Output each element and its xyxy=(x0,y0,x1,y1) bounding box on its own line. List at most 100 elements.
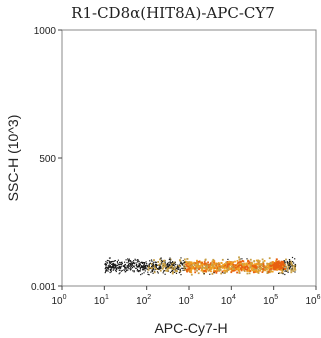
data-point xyxy=(216,267,218,269)
data-point xyxy=(159,268,161,270)
data-point xyxy=(142,268,144,270)
data-point xyxy=(119,265,121,267)
data-point xyxy=(294,265,296,267)
data-point xyxy=(142,266,145,268)
data-point xyxy=(108,266,110,268)
data-point xyxy=(253,271,255,274)
data-point xyxy=(240,269,243,272)
data-point xyxy=(113,267,115,269)
data-point xyxy=(141,273,143,275)
data-point xyxy=(152,265,154,267)
data-point xyxy=(180,274,182,276)
data-point xyxy=(131,264,133,266)
data-point xyxy=(194,267,196,270)
data-point xyxy=(152,268,154,270)
data-point xyxy=(106,268,108,270)
data-point xyxy=(285,267,288,270)
data-point xyxy=(228,260,230,263)
data-point xyxy=(256,260,259,263)
data-point xyxy=(258,267,261,269)
data-point xyxy=(266,268,268,271)
data-point xyxy=(226,261,229,263)
data-point xyxy=(224,269,227,272)
data-point xyxy=(160,267,162,269)
data-point xyxy=(268,263,271,266)
data-point xyxy=(184,261,186,263)
data-point xyxy=(149,267,152,269)
data-point xyxy=(174,266,177,269)
data-point xyxy=(140,266,142,268)
data-point xyxy=(163,265,166,267)
data-point xyxy=(152,269,154,271)
data-point xyxy=(128,267,130,269)
data-point xyxy=(183,264,185,267)
data-point xyxy=(167,267,170,270)
data-point xyxy=(173,263,175,265)
data-point xyxy=(119,263,122,265)
data-point xyxy=(191,266,194,268)
data-point xyxy=(227,258,229,260)
data-point xyxy=(175,272,178,274)
data-point xyxy=(211,266,213,269)
data-point xyxy=(221,271,224,274)
data-point xyxy=(288,265,291,268)
data-point xyxy=(220,262,223,264)
data-point xyxy=(205,270,208,273)
data-point xyxy=(127,265,129,267)
data-point xyxy=(215,265,218,268)
data-point xyxy=(261,271,264,273)
data-point xyxy=(289,263,291,266)
data-point xyxy=(205,266,208,269)
data-point xyxy=(236,263,239,266)
data-point xyxy=(258,261,261,264)
data-point xyxy=(148,265,150,267)
data-point xyxy=(278,268,281,271)
data-point xyxy=(201,267,203,270)
data-point xyxy=(153,259,155,261)
data-point xyxy=(123,269,126,271)
data-point xyxy=(290,269,293,272)
data-point xyxy=(137,261,139,263)
data-point xyxy=(205,267,208,270)
data-point xyxy=(287,267,290,270)
data-point xyxy=(280,269,283,271)
data-point xyxy=(149,260,151,262)
data-point xyxy=(269,261,272,264)
data-point xyxy=(242,260,245,263)
data-point xyxy=(107,266,109,269)
data-point xyxy=(151,267,153,270)
data-point xyxy=(257,272,260,274)
data-point xyxy=(208,269,211,272)
data-point xyxy=(118,266,120,268)
data-point xyxy=(126,262,128,264)
data-point xyxy=(179,268,181,270)
data-point xyxy=(273,262,276,265)
data-point xyxy=(245,262,248,265)
data-point xyxy=(114,266,116,268)
data-point xyxy=(147,271,149,273)
data-point xyxy=(290,271,293,274)
data-point xyxy=(128,260,130,262)
data-point xyxy=(210,270,212,273)
data-point xyxy=(226,270,228,273)
data-point xyxy=(155,268,158,270)
data-point xyxy=(135,259,137,261)
data-point xyxy=(270,262,272,265)
data-point xyxy=(112,263,115,265)
data-point xyxy=(152,267,154,269)
data-point xyxy=(266,270,269,273)
data-point xyxy=(154,270,156,272)
data-point xyxy=(162,266,165,269)
data-point xyxy=(120,270,122,272)
data-point xyxy=(167,263,169,265)
data-point xyxy=(187,269,190,272)
data-point xyxy=(264,265,267,268)
data-point xyxy=(172,262,174,264)
data-point xyxy=(169,265,171,267)
data-point xyxy=(204,263,206,265)
data-point xyxy=(203,273,205,275)
data-point xyxy=(263,260,266,262)
data-point xyxy=(105,264,107,267)
data-point xyxy=(201,264,203,266)
data-point xyxy=(209,263,212,266)
